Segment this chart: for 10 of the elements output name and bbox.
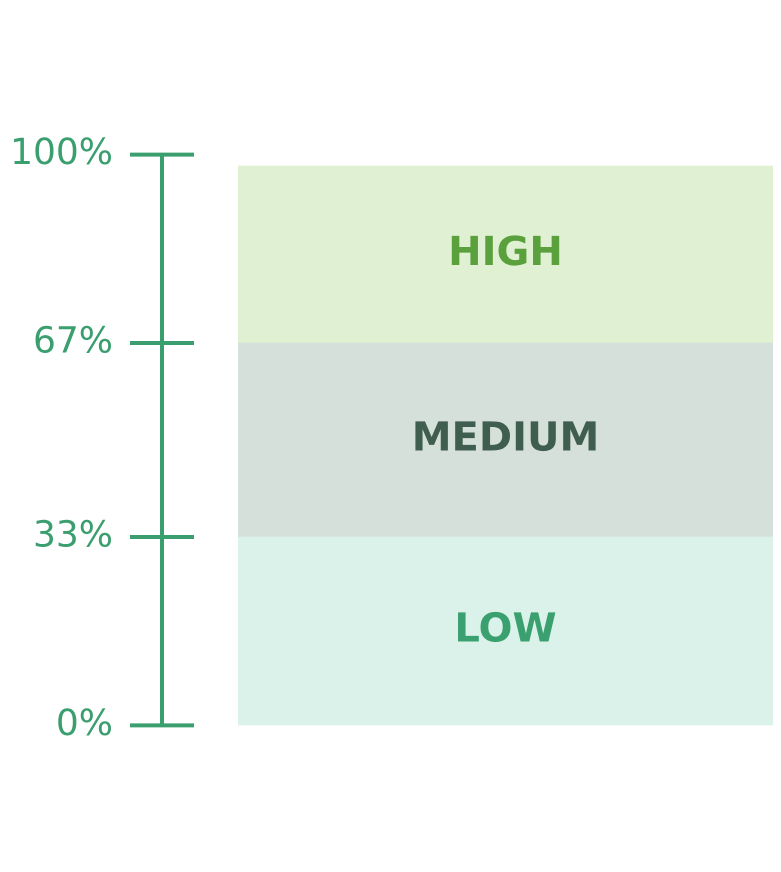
y-tick-label: 67% [32, 320, 113, 362]
series-label: LOW [454, 606, 557, 652]
y-tick-label: 0% [56, 702, 113, 744]
series-label: MEDIUM [412, 414, 600, 460]
bar [238, 536, 773, 726]
bar [238, 342, 773, 538]
y-tick-label: 33% [32, 514, 113, 556]
bar [238, 166, 773, 344]
series-label: HIGH [448, 228, 563, 275]
y-tick-label: 100% [10, 132, 113, 173]
